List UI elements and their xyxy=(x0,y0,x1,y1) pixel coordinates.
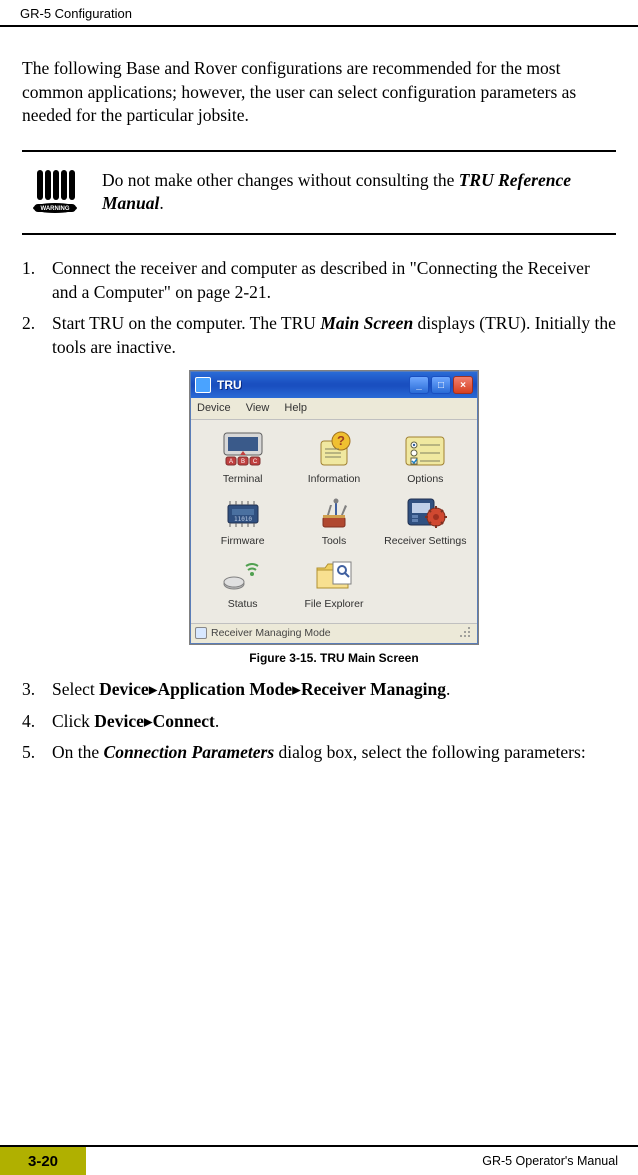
warning-icon: WARNING xyxy=(22,166,82,219)
icon-receiver-settings-label: Receiver Settings xyxy=(382,534,468,548)
step-4-end: . xyxy=(215,711,219,731)
step-2: Start TRU on the computer. The TRU Main … xyxy=(22,312,616,666)
svg-text:B: B xyxy=(241,459,245,465)
step-3-end: . xyxy=(446,679,450,699)
step-4-connect: Connect xyxy=(153,711,215,731)
step-3-appmode: Application Mode xyxy=(158,679,293,699)
svg-text:11010: 11010 xyxy=(234,516,252,523)
tools-icon xyxy=(310,492,358,532)
tru-statusbar: Receiver Managing Mode xyxy=(191,623,477,643)
icon-file-explorer[interactable]: File Explorer xyxy=(291,555,377,611)
step-4-a: Click xyxy=(52,711,94,731)
statusbar-grip xyxy=(459,624,473,642)
close-button[interactable]: × xyxy=(453,376,473,394)
options-icon xyxy=(401,430,449,470)
step-2-main-screen: Main Screen xyxy=(320,313,413,333)
step-3-recvmgr: Receiver Managing xyxy=(301,679,446,699)
status-icon xyxy=(219,555,267,595)
step-5-c: dialog box, select the following paramet… xyxy=(274,742,586,762)
svg-text:C: C xyxy=(252,459,257,465)
icon-file-explorer-label: File Explorer xyxy=(291,597,377,611)
tru-app-icon xyxy=(195,377,211,393)
step-1-text: Connect the receiver and computer as des… xyxy=(52,258,590,302)
warning-text-before: Do not make other changes without consul… xyxy=(102,170,459,190)
page-number: 3-20 xyxy=(0,1147,86,1175)
figure-wrap: TRU _ □ × Device View Help xyxy=(52,371,616,666)
tru-window: TRU _ □ × Device View Help xyxy=(190,371,478,643)
icon-information-label: Information xyxy=(291,472,377,486)
menu-view[interactable]: View xyxy=(246,402,270,414)
minimize-button[interactable]: _ xyxy=(409,376,429,394)
intro-paragraph: The following Base and Rover configurati… xyxy=(22,57,616,128)
tru-icon-grid: A B C Terminal ? Information xyxy=(191,420,477,623)
terminal-icon: A B C xyxy=(219,430,267,470)
icon-row-2: 11010 Firmware Tools xyxy=(197,492,471,548)
firmware-icon: 11010 xyxy=(219,492,267,532)
warning-text: Do not make other changes without consul… xyxy=(102,169,616,216)
footer-manual-name: GR-5 Operator's Manual xyxy=(86,1147,638,1175)
steps-list: Connect the receiver and computer as des… xyxy=(22,257,616,765)
warning-text-after: . xyxy=(159,193,163,213)
step-4: Click Device▸Connect. xyxy=(22,710,616,734)
icon-receiver-settings[interactable]: Receiver Settings xyxy=(382,492,468,548)
step-1: Connect the receiver and computer as des… xyxy=(22,257,616,304)
figure-caption: Figure 3-15. TRU Main Screen xyxy=(52,650,616,666)
icon-status-label: Status xyxy=(200,597,286,611)
receiver-settings-icon xyxy=(401,492,449,532)
icon-terminal[interactable]: A B C Terminal xyxy=(200,430,286,486)
statusbar-icon xyxy=(195,627,207,639)
icon-information[interactable]: ? Information xyxy=(291,430,377,486)
menu-help[interactable]: Help xyxy=(284,402,307,414)
window-buttons: _ □ × xyxy=(409,376,473,394)
icon-tools-label: Tools xyxy=(291,534,377,548)
icon-options[interactable]: Options xyxy=(382,430,468,486)
icon-status[interactable]: Status xyxy=(200,555,286,611)
triangle-icon: ▸ xyxy=(149,679,158,699)
icon-options-label: Options xyxy=(382,472,468,486)
header-title: GR-5 Configuration xyxy=(20,6,132,21)
svg-text:?: ? xyxy=(337,433,345,448)
icon-row-3: Status File Explorer xyxy=(197,555,471,611)
step-5-connparams: Connection Parameters xyxy=(104,742,275,762)
file-explorer-icon xyxy=(310,555,358,595)
icon-row-1: A B C Terminal ? Information xyxy=(197,430,471,486)
svg-text:A: A xyxy=(229,459,233,465)
icon-empty xyxy=(382,555,468,611)
page-content: The following Base and Rover configurati… xyxy=(0,27,638,765)
menu-device[interactable]: Device xyxy=(197,402,231,414)
warning-block: WARNING Do not make other changes withou… xyxy=(22,150,616,235)
running-header: GR-5 Configuration xyxy=(0,0,638,27)
triangle-icon: ▸ xyxy=(144,711,153,731)
step-5-a: On the xyxy=(52,742,104,762)
tru-titlebar: TRU _ □ × xyxy=(191,372,477,398)
information-icon: ? xyxy=(310,430,358,470)
step-3-device: Device xyxy=(99,679,149,699)
icon-firmware-label: Firmware xyxy=(200,534,286,548)
tru-menubar: Device View Help xyxy=(191,398,477,420)
step-5: On the Connection Parameters dialog box,… xyxy=(22,741,616,765)
icon-terminal-label: Terminal xyxy=(200,472,286,486)
step-2-a: Start TRU on the computer. The TRU xyxy=(52,313,320,333)
step-3: Select Device▸Application Mode▸Receiver … xyxy=(22,678,616,702)
icon-firmware[interactable]: 11010 Firmware xyxy=(200,492,286,548)
page-footer: 3-20 GR-5 Operator's Manual xyxy=(0,1145,638,1175)
step-4-device: Device xyxy=(94,711,144,731)
statusbar-text: Receiver Managing Mode xyxy=(211,626,331,640)
warning-label: WARNING xyxy=(41,206,70,212)
maximize-button[interactable]: □ xyxy=(431,376,451,394)
step-3-a: Select xyxy=(52,679,99,699)
tru-title: TRU xyxy=(217,377,409,393)
triangle-icon: ▸ xyxy=(292,679,301,699)
icon-tools[interactable]: Tools xyxy=(291,492,377,548)
